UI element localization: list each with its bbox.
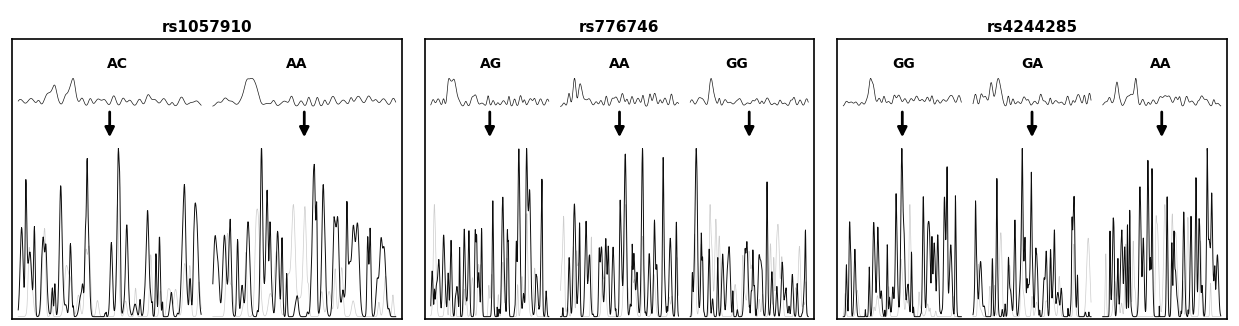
Text: AA: AA [1150, 57, 1171, 71]
Text: GG: GG [892, 57, 914, 71]
Title: rs1057910: rs1057910 [161, 20, 253, 35]
Text: AA: AA [286, 57, 307, 71]
Text: AA: AA [608, 57, 631, 71]
Text: AG: AG [479, 57, 502, 71]
Text: GG: GG [725, 57, 747, 71]
Title: rs4244285: rs4244285 [986, 20, 1078, 35]
Title: rs776746: rs776746 [580, 20, 659, 35]
Text: GA: GA [1021, 57, 1043, 71]
Text: AC: AC [107, 57, 128, 71]
